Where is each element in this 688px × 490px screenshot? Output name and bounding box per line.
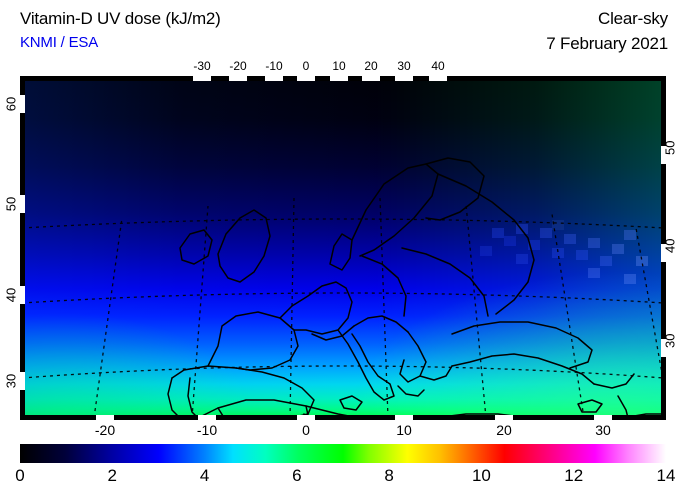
axis-tick [20,195,25,213]
date-label: 7 February 2021 [546,34,668,53]
axis-tick [297,415,315,420]
axis-tick-label: 30 [595,422,611,438]
credit-label: KNMI / ESA [20,34,99,51]
page-title: Vitamin-D UV dose (kJ/m2) [20,9,221,28]
axis-tick-label: 10 [332,59,346,73]
colorbar-tick-label: 6 [292,466,302,485]
axis-tick [330,76,348,81]
axis-tick-label: 40 [3,287,19,303]
axis-tick-label: -30 [193,59,211,73]
colorbar-tick-label: 2 [107,466,118,485]
axis-tick-label: 40 [431,59,445,73]
axis-tick [265,76,283,81]
axis-tick [362,76,380,81]
axis-tick-label: 20 [496,422,512,438]
uv-dose-heatmap [22,78,664,418]
axis-tick [661,339,666,357]
axis-tick [96,415,114,420]
axis-tick [495,415,513,420]
axis-left [20,76,25,420]
axis-tick [594,415,612,420]
axis-tick [20,286,25,304]
axis-tick-label: -20 [229,59,247,73]
axis-tick-label: 40 [662,238,678,253]
axis-tick-label: -20 [94,422,116,438]
map-plot-frame [20,76,666,420]
axis-tick-label: 30 [3,373,19,389]
axis-tick [661,244,666,262]
axis-tick-label: 0 [302,59,310,73]
axis-tick [20,95,25,113]
condition-label: Clear-sky [598,9,668,28]
colorbar-tick-label: 8 [384,466,394,485]
axis-tick [297,76,315,81]
axis-tick-label: -10 [265,59,283,73]
colorbar [20,444,666,463]
axis-tick-label: 30 [662,333,678,348]
colorbar-tick-label: 14 [656,466,676,485]
axis-tick [395,415,413,420]
axis-tick-label: 50 [3,196,19,212]
axis-tick-label: -10 [196,422,218,438]
axis-tick-label: 0 [302,422,310,438]
axis-tick [229,76,247,81]
axis-tick-label: 30 [397,59,411,73]
axis-tick [193,76,211,81]
axis-tick-label: 10 [396,422,412,438]
axis-tick [661,146,666,164]
colorbar-tick-label: 10 [471,466,491,485]
colorbar-tick-label: 12 [564,466,584,485]
axis-tick-label: 60 [3,96,19,112]
axis-tick [395,76,413,81]
axis-tick [198,415,216,420]
axis-tick-label: 20 [364,59,378,73]
axis-tick-label: 50 [662,140,678,155]
colorbar-tick-label: 0 [15,466,25,485]
colorbar-tick-label: 4 [199,466,210,485]
axis-tick [20,372,25,390]
axis-tick [429,76,447,81]
axis-bottom [20,415,666,420]
